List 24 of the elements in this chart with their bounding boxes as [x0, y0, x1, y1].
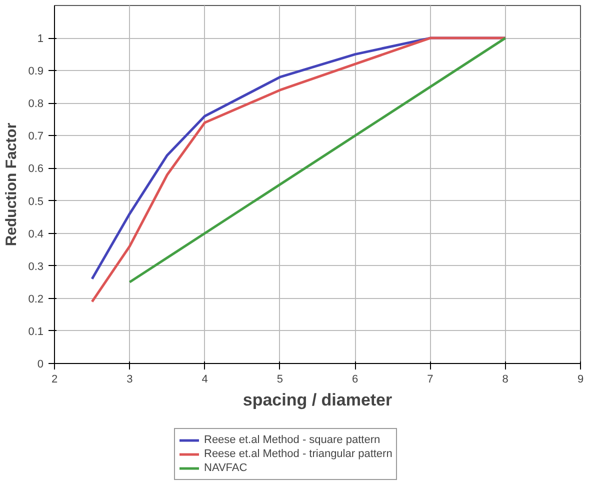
x-tick-label: 4: [202, 374, 208, 386]
y-tick-label: 0.4: [28, 228, 44, 240]
x-tick-label: 3: [126, 374, 133, 386]
x-axis-title: spacing / diameter: [242, 390, 393, 410]
y-tick-label: 0: [37, 358, 44, 370]
y-tick-label: 1: [37, 33, 44, 46]
y-tick-label: 0.1: [28, 326, 44, 338]
y-axis-title: Reduction Factor: [3, 122, 20, 246]
y-tick-label: 0.7: [28, 130, 44, 143]
y-tick-label: 0.6: [28, 163, 44, 176]
x-tick-label: 7: [427, 374, 434, 386]
x-tick-label: 2: [51, 374, 58, 386]
y-tick-label: 0.3: [28, 260, 44, 273]
x-tick-label: 5: [276, 374, 283, 386]
x-tick-label: 9: [577, 374, 584, 386]
y-tick-label: 0.9: [28, 66, 44, 78]
legend-label: NAVFAC: [204, 461, 248, 475]
legend-label: Reese et.al Method - square pattern: [204, 433, 380, 447]
y-tick-label: 0.5: [28, 196, 44, 208]
x-tick-label: 8: [502, 374, 508, 386]
legend-label: Reese et.al Method - triangular pattern: [204, 447, 392, 461]
y-tick-label: 0.8: [28, 98, 44, 110]
y-tick-label: 0.2: [28, 293, 44, 306]
x-tick-label: 6: [352, 374, 358, 386]
